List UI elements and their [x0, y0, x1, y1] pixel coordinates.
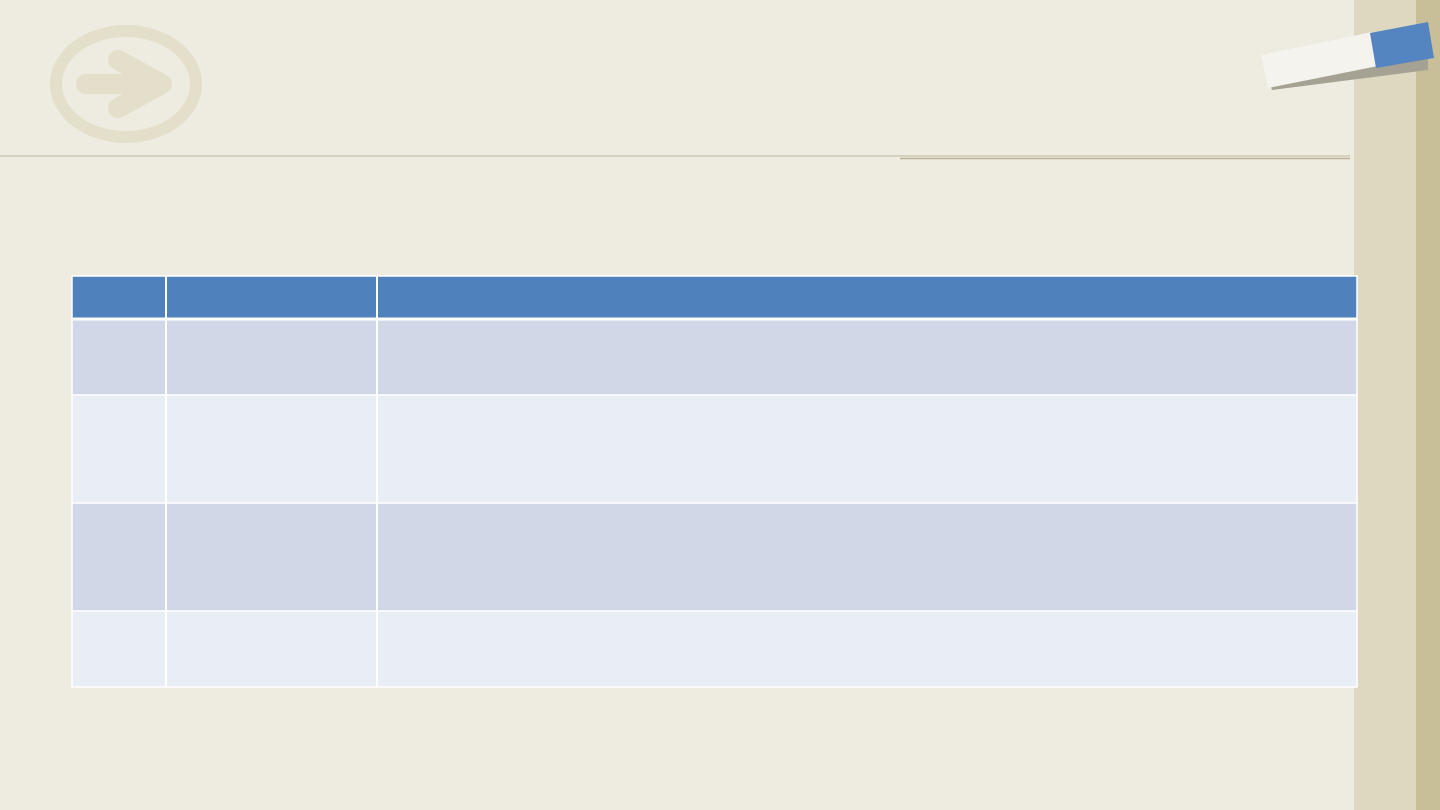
table-row — [72, 395, 1357, 503]
table-row — [72, 319, 1357, 395]
table — [71, 275, 1358, 688]
table-row — [72, 503, 1357, 611]
side-stripe-dark — [1416, 0, 1440, 810]
arrow-icon — [50, 25, 202, 143]
table-header-row — [72, 276, 1357, 319]
table-row — [72, 611, 1357, 687]
side-stripe — [1354, 0, 1416, 810]
table-borders — [71, 275, 1358, 688]
pen-decoration — [1261, 22, 1434, 90]
